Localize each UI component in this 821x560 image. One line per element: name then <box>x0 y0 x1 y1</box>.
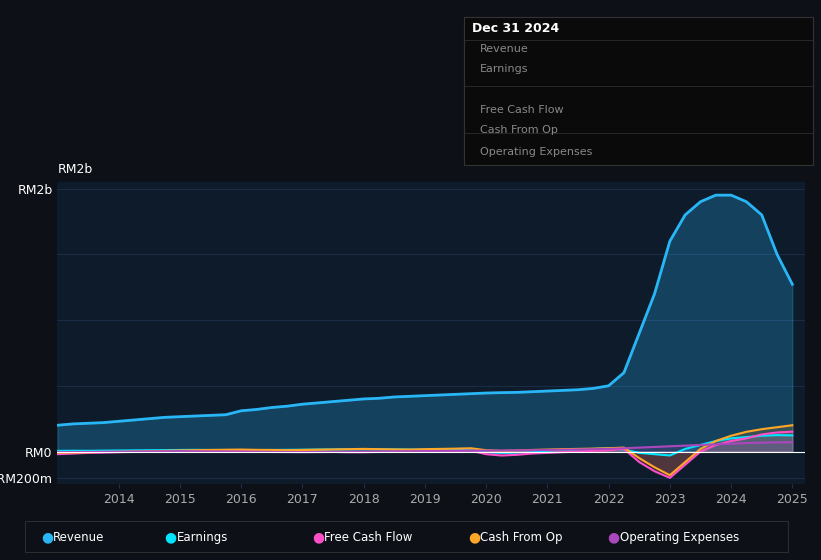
Text: Earnings: Earnings <box>177 531 228 544</box>
Text: Free Cash Flow: Free Cash Flow <box>324 531 413 544</box>
Text: RM2b: RM2b <box>57 164 93 176</box>
Text: Earnings: Earnings <box>480 64 529 74</box>
Text: Revenue: Revenue <box>480 44 529 54</box>
Text: ●: ● <box>164 531 177 544</box>
Text: Cash From Op: Cash From Op <box>480 531 562 544</box>
Text: Dec 31 2024: Dec 31 2024 <box>472 22 559 35</box>
Text: Revenue: Revenue <box>53 531 105 544</box>
Text: ●: ● <box>468 531 480 544</box>
Text: ●: ● <box>41 531 53 544</box>
Text: Operating Expenses: Operating Expenses <box>480 147 593 157</box>
Text: ●: ● <box>608 531 620 544</box>
Text: ●: ● <box>312 531 324 544</box>
Text: Operating Expenses: Operating Expenses <box>620 531 739 544</box>
Text: Cash From Op: Cash From Op <box>480 125 558 136</box>
Text: Free Cash Flow: Free Cash Flow <box>480 105 564 115</box>
